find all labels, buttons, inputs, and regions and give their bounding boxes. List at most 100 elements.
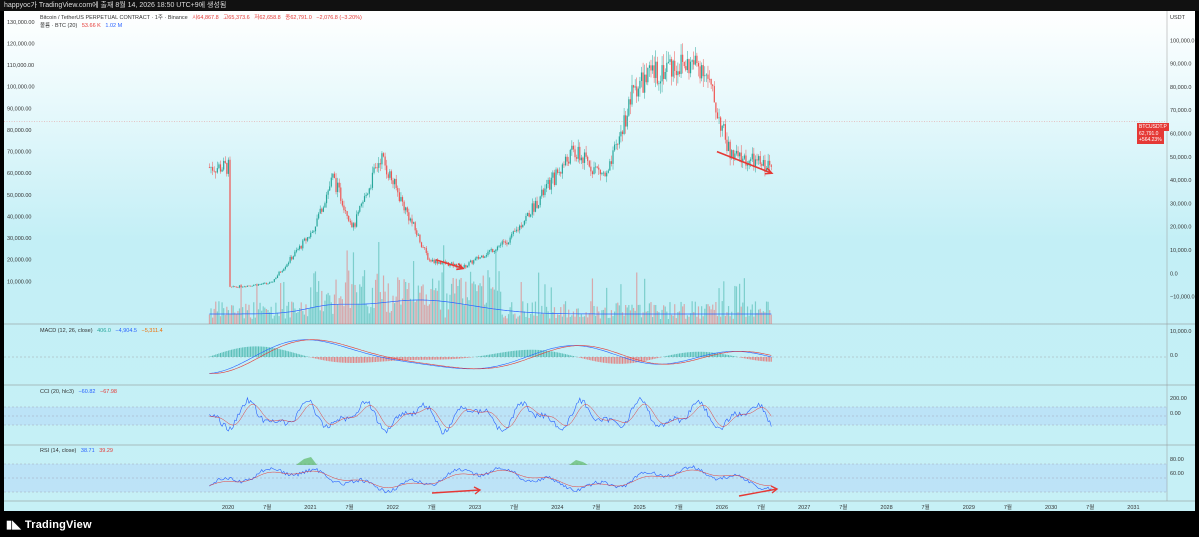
candle-body <box>515 229 518 232</box>
macd-histogram-bar <box>370 357 372 363</box>
candle-body <box>661 65 663 82</box>
candle-body <box>547 179 549 184</box>
macd-histogram-bar <box>512 350 514 357</box>
macd-histogram-bar <box>283 350 285 357</box>
tradingview-logo[interactable]: ▮◣ TradingView <box>6 518 92 531</box>
candle-body <box>688 59 690 74</box>
candle-body <box>691 60 693 62</box>
candle-body <box>590 166 592 172</box>
macd-histogram-bar <box>609 357 611 364</box>
volume-bar <box>753 316 755 324</box>
macd-histogram-bar <box>386 357 388 362</box>
macd-histogram-bar <box>379 357 381 362</box>
volume-bar <box>697 306 700 324</box>
macd-histogram-bar <box>416 357 418 360</box>
volume-bar <box>264 307 266 324</box>
volume-bar <box>487 270 489 324</box>
candle-body <box>580 157 582 161</box>
volume-bar <box>653 304 655 324</box>
macd-histogram-bar <box>563 353 565 357</box>
macd-histogram-bar <box>574 356 576 357</box>
macd-histogram-bar <box>414 357 416 360</box>
candle-body <box>370 187 372 189</box>
macd-histogram-bar <box>558 352 560 357</box>
candle-body <box>389 171 391 178</box>
candle-body <box>479 257 481 259</box>
volume-bar <box>715 301 717 324</box>
macd-histogram-bar <box>546 350 548 357</box>
macd-histogram-bar <box>561 353 563 357</box>
macd-histogram-bar <box>628 357 630 364</box>
volume-bar <box>656 311 658 324</box>
macd-histogram-bar <box>365 357 367 363</box>
candle-body <box>295 250 298 252</box>
macd-histogram-bar <box>321 357 323 360</box>
macd-histogram-bar <box>417 357 419 360</box>
macd-histogram-bar <box>652 357 654 360</box>
candle-body <box>745 155 747 166</box>
macd-histogram-bar <box>345 357 347 363</box>
candle-body <box>378 163 380 168</box>
volume-bar <box>414 302 416 324</box>
candle-body <box>696 55 698 64</box>
macd-histogram-bar <box>623 357 625 364</box>
candle-body <box>750 159 752 161</box>
volume-bar <box>313 273 315 324</box>
time-axis-label: 2023 <box>469 505 481 511</box>
candle-body <box>528 212 530 217</box>
volume-bar <box>512 314 514 324</box>
candle-body <box>468 262 470 266</box>
macd-histogram-bar <box>346 357 348 363</box>
macd-histogram-bar <box>723 354 725 357</box>
macd-histogram-bar <box>338 357 340 363</box>
time-axis-label: 2025 <box>634 505 646 511</box>
volume-bar <box>617 302 619 324</box>
window-title: happyoc가 TradingView.com에 출재 8월 14, 2026… <box>0 0 1199 11</box>
volume-bar <box>642 312 644 324</box>
candle-body <box>280 271 282 273</box>
candle-body <box>243 286 245 288</box>
macd-histogram-bar <box>452 357 454 360</box>
volume-bar <box>536 315 538 324</box>
chart-area[interactable]: 130,000.00 120,000.00 110,000.00 100,000.00… <box>4 11 1195 521</box>
chart-canvas[interactable]: 130,000.00120,000.00110,000.00100,000.00… <box>4 11 1195 511</box>
candle-body <box>664 72 666 79</box>
macd-histogram-bar <box>530 349 532 357</box>
candle-body <box>465 264 467 268</box>
candle-body <box>242 286 244 288</box>
volume-bar <box>688 316 690 324</box>
candle-body <box>511 234 513 238</box>
candle-body <box>272 281 274 283</box>
macd-histogram-bar <box>560 353 562 357</box>
time-axis-label: 7월 <box>510 503 518 511</box>
volume-bar <box>658 312 660 324</box>
macd-histogram-bar <box>552 351 554 357</box>
rsi-overbought-fill <box>569 460 588 465</box>
volume-bar <box>311 307 313 324</box>
volume-bar <box>406 289 408 324</box>
candle-body <box>678 71 681 75</box>
macd-histogram-bar <box>421 357 423 360</box>
indicator-axis-label: 0.00 <box>1170 411 1181 417</box>
volume-bar <box>450 283 453 324</box>
candle-body <box>596 166 598 168</box>
volume-bar <box>522 301 524 324</box>
volume-bar <box>693 312 695 324</box>
candle-body <box>257 284 260 286</box>
macd-histogram-bar <box>425 357 427 360</box>
macd-histogram-bar <box>506 351 508 357</box>
candle-body <box>262 283 264 285</box>
macd-histogram-bar <box>430 357 432 360</box>
candle-body <box>325 194 328 204</box>
volume-bar <box>569 316 571 324</box>
macd-histogram-bar <box>481 355 483 357</box>
candle-body <box>716 112 719 119</box>
volume-bar <box>732 318 734 324</box>
macd-histogram-bar <box>642 357 644 362</box>
macd-histogram-bar <box>477 356 479 357</box>
candle-body <box>352 223 355 228</box>
macd-histogram-bar <box>683 352 685 357</box>
volume-bar <box>564 301 567 324</box>
candle-body <box>628 99 630 116</box>
macd-histogram-bar <box>432 357 434 360</box>
